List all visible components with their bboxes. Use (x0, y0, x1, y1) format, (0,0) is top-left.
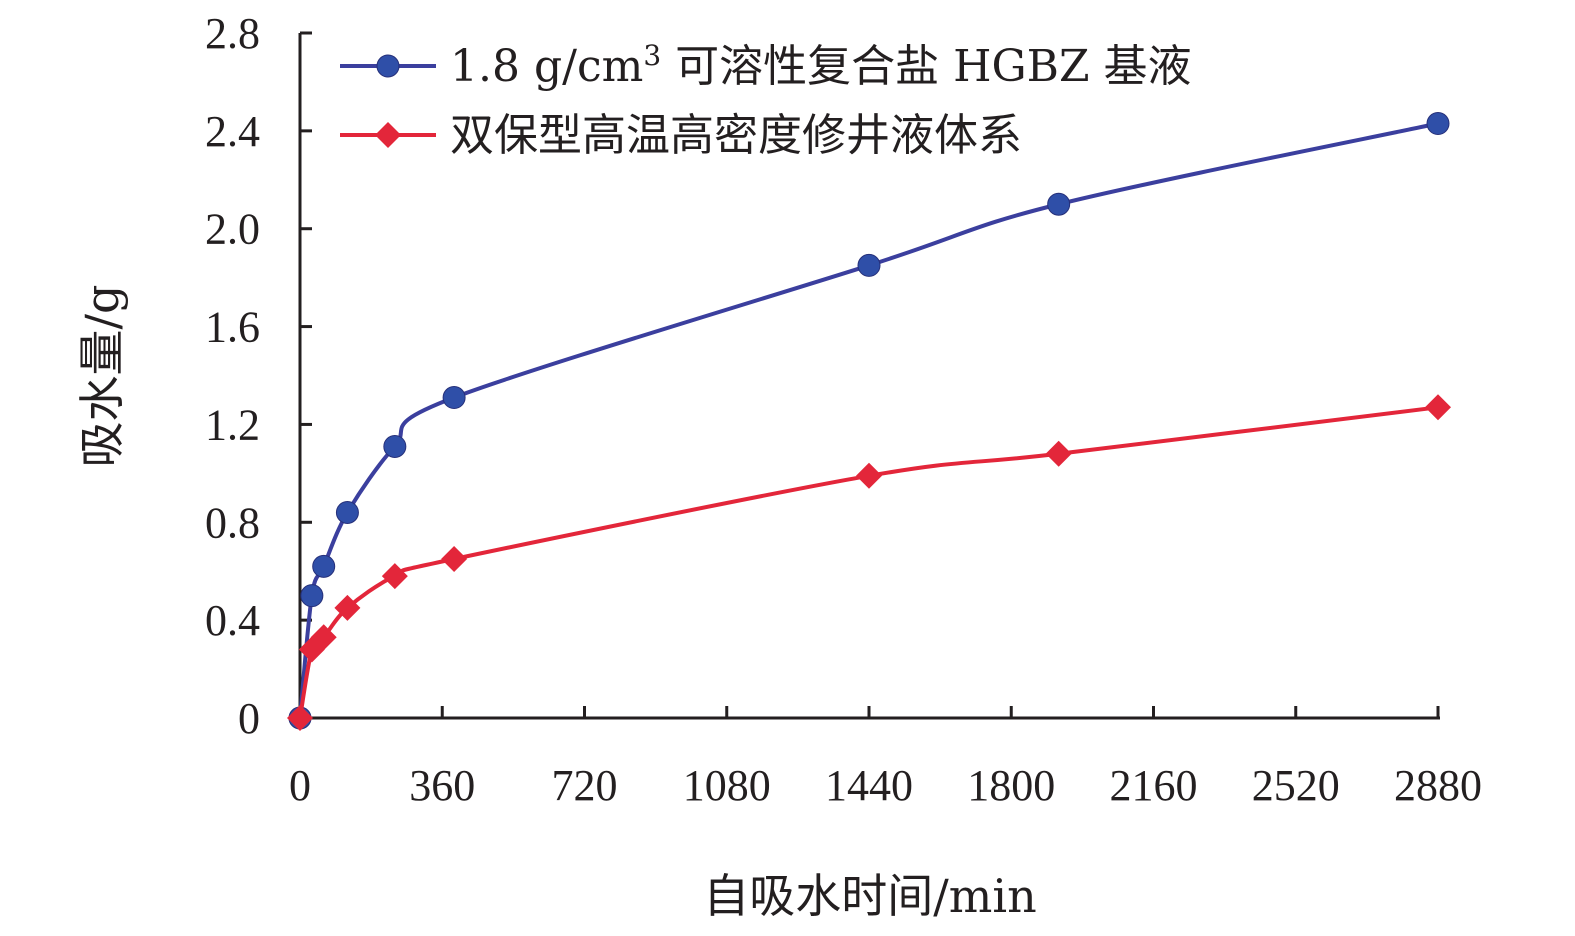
series-2-point (1425, 394, 1451, 421)
x-tick-label: 720 (552, 761, 618, 810)
x-tick-label: 1800 (967, 761, 1055, 810)
series-1-point (1047, 192, 1071, 216)
legend-item-1: 1.8 g/cm3 可溶性复合盐 HGBZ 基液 (340, 39, 1192, 92)
y-tick-label: 1.6 (205, 303, 260, 352)
y-tick-label: 2.8 (205, 9, 260, 58)
series-1-line (298, 121, 1439, 719)
y-axis-title: 吸水量/g (75, 285, 129, 468)
series-1 (288, 112, 1450, 730)
x-tick-label: 2160 (1110, 761, 1198, 810)
series-layer (287, 112, 1451, 731)
y-tick-label: 2.4 (205, 107, 260, 156)
series-1-point (312, 554, 336, 578)
series-2-point (310, 624, 337, 651)
legend-item-2: 双保型高温高密度修井液体系 (340, 110, 1022, 161)
series-1-point (335, 501, 359, 524)
series-2-point (381, 563, 408, 590)
series-1-point (857, 253, 881, 277)
legend-swatch-marker (376, 54, 400, 78)
x-tick-label: 2520 (1252, 761, 1340, 810)
series-2-point (441, 545, 468, 572)
y-tick-label: 1.2 (205, 400, 260, 449)
series-2-point (287, 705, 313, 731)
series-1-point (1426, 112, 1450, 136)
x-tick-label: 0 (289, 761, 311, 810)
y-tick-label: 0 (238, 694, 260, 743)
x-tick-label: 1080 (683, 761, 771, 810)
x-tick-label: 2880 (1394, 761, 1482, 810)
series-1-point (383, 434, 407, 458)
series-2-line (298, 405, 1439, 719)
legend-label: 1.8 g/cm3 可溶性复合盐 HGBZ 基液 (450, 39, 1192, 92)
x-tick-label: 360 (409, 761, 475, 810)
y-tick-label: 0.8 (205, 498, 260, 547)
x-tick-label: 1440 (825, 761, 913, 810)
series-2-point (1045, 440, 1072, 467)
series-2-point (856, 462, 882, 489)
y-tick-label: 2.0 (205, 205, 260, 254)
series-2-point (334, 594, 361, 621)
series-2 (287, 394, 1451, 731)
series-1-point (442, 386, 466, 410)
series-1-point (300, 584, 324, 608)
y-tick-label: 0.4 (205, 596, 260, 645)
legend-label: 双保型高温高密度修井液体系 (450, 110, 1022, 161)
legend-swatch-marker (375, 122, 401, 148)
x-ticks: 0 360 720 1080 1440 1800 2160 2520 2880 (289, 706, 1482, 810)
y-ticks: 0 0.4 0.8 1.2 1.6 2.0 2.4 2.8 (205, 9, 312, 743)
x-axis-title: 自吸水时间/min (703, 869, 1036, 923)
